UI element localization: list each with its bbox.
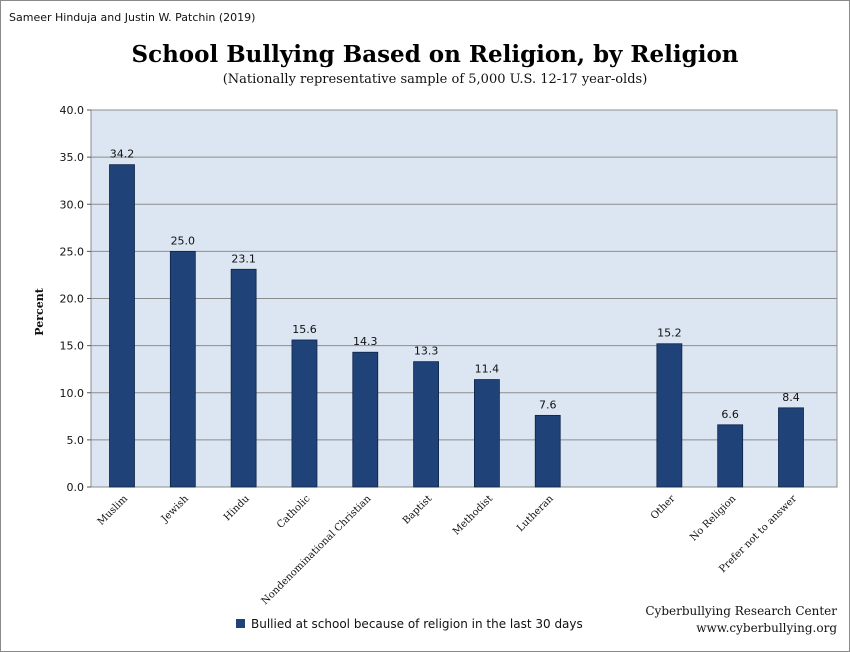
y-tick-label: 40.0 bbox=[60, 104, 85, 117]
data-label: 23.1 bbox=[231, 252, 256, 265]
x-category-label: Baptist bbox=[401, 493, 434, 526]
data-label: 34.2 bbox=[110, 148, 135, 161]
y-axis-ticks: 0.0 5.0 10.0 15.0 20.0 25.0 30.0 35.0 40.0 bbox=[60, 104, 91, 494]
bar bbox=[413, 361, 439, 488]
bar bbox=[230, 268, 257, 488]
chart-subtitle: (Nationally representative sample of 5,0… bbox=[223, 72, 648, 87]
x-axis-categories: Muslim Jewish Hindu CatholicNondenomination… bbox=[96, 493, 800, 607]
data-label: 7.6 bbox=[539, 398, 557, 411]
x-category-label: No Religion bbox=[688, 493, 738, 543]
legend-swatch bbox=[236, 619, 245, 628]
source-name: Cyberbullying Research Center bbox=[645, 604, 837, 618]
y-tick-label: 30.0 bbox=[60, 198, 85, 211]
data-label: 14.3 bbox=[353, 335, 378, 348]
bar bbox=[291, 339, 318, 488]
bars bbox=[109, 164, 804, 488]
x-category-label: Catholic bbox=[275, 493, 313, 531]
gridlines bbox=[91, 109, 837, 488]
bar bbox=[352, 351, 379, 488]
x-category-label: Other bbox=[649, 493, 678, 522]
bar bbox=[717, 424, 744, 488]
y-tick-label: 25.0 bbox=[60, 245, 85, 258]
data-label: 8.4 bbox=[782, 391, 800, 404]
x-category-label: Hindu bbox=[222, 493, 252, 523]
bar bbox=[534, 414, 561, 488]
chart-title: School Bullying Based on Religion, by Re… bbox=[131, 41, 738, 68]
y-tick-label: 10.0 bbox=[60, 387, 85, 400]
legend-label: Bullied at school because of religion in… bbox=[251, 617, 583, 631]
y-tick-label: 35.0 bbox=[60, 151, 85, 164]
legend: Bullied at school because of religion in… bbox=[236, 617, 583, 631]
y-tick-label: 15.0 bbox=[60, 340, 85, 353]
x-category-label: Methodist bbox=[451, 493, 495, 537]
data-label: 15.2 bbox=[657, 327, 682, 340]
data-label: 15.6 bbox=[292, 323, 317, 336]
data-label: 6.6 bbox=[721, 408, 739, 421]
data-labels: 34.2 25.0 23.1 15.6 14.3 13.3 11.4 7.6 15.2 6.6 8.… bbox=[110, 148, 800, 421]
source-url: www.cyberbullying.org bbox=[696, 621, 837, 635]
bar bbox=[169, 250, 196, 488]
author-credit: Sameer Hinduja and Justin W. Patchin (20… bbox=[9, 11, 255, 24]
y-tick-label: 0.0 bbox=[67, 481, 85, 494]
bar bbox=[778, 407, 804, 488]
x-category-label: Lutheran bbox=[515, 493, 556, 534]
bar bbox=[474, 379, 500, 488]
data-label: 13.3 bbox=[414, 345, 439, 358]
y-tick-label: 5.0 bbox=[67, 434, 85, 447]
bar bbox=[109, 164, 135, 488]
x-category-label: Muslim bbox=[96, 493, 131, 528]
x-category-label: Jewish bbox=[159, 493, 191, 525]
bar bbox=[656, 343, 683, 488]
y-tick-label: 20.0 bbox=[60, 293, 85, 306]
data-label: 11.4 bbox=[475, 363, 500, 376]
data-label: 25.0 bbox=[171, 234, 196, 247]
x-category-label: Nondenominational Christian bbox=[260, 493, 374, 607]
y-axis-label: Percent bbox=[33, 287, 46, 335]
